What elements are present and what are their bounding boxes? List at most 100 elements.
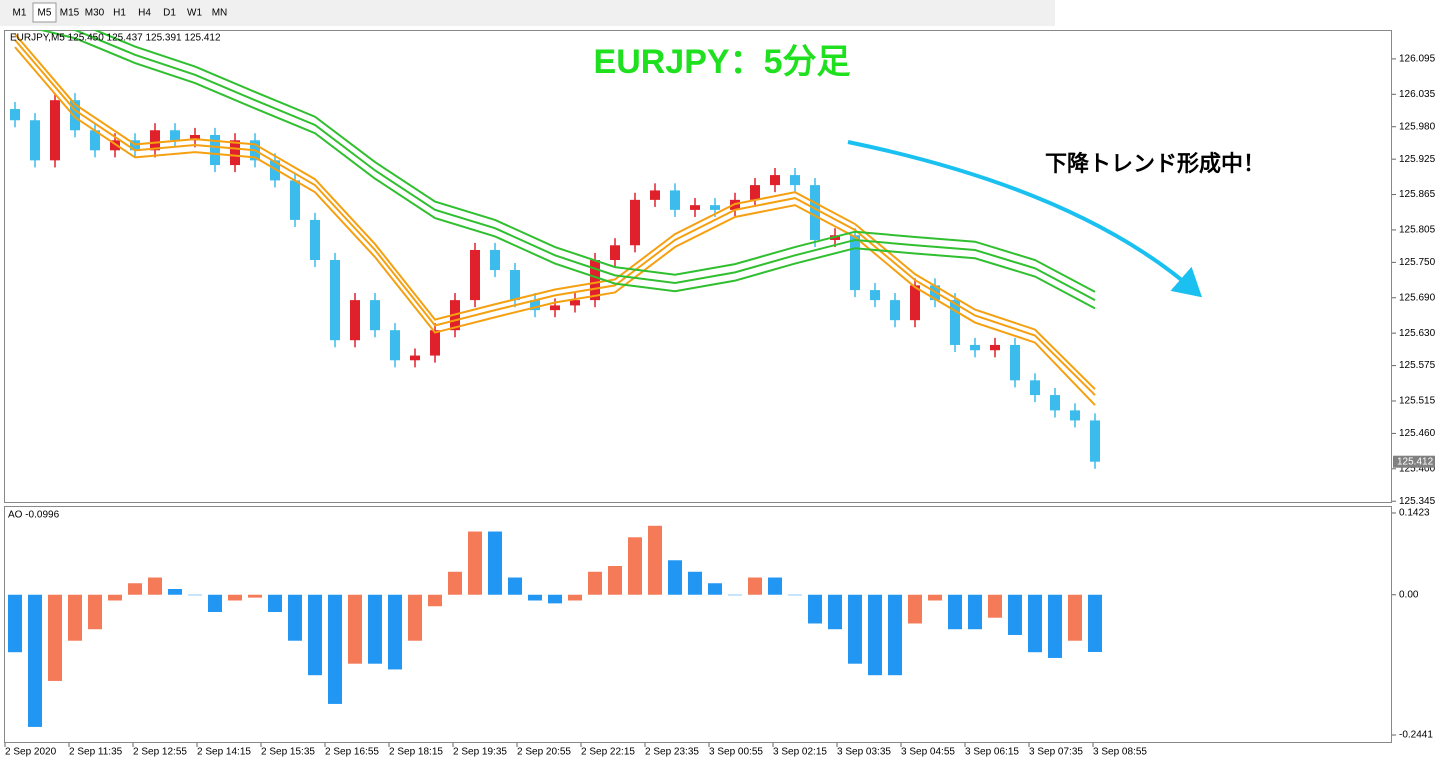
ao-bar bbox=[828, 594, 842, 630]
x-tick-label: 3 Sep 04:55 bbox=[901, 747, 955, 758]
candle-body bbox=[950, 300, 960, 345]
timeframe-label[interactable]: D1 bbox=[163, 8, 176, 19]
candle-body bbox=[570, 300, 580, 306]
candle-body bbox=[370, 300, 380, 331]
ao-bar bbox=[168, 588, 182, 595]
timeframe-button[interactable] bbox=[57, 2, 82, 23]
ao-bar bbox=[608, 566, 622, 595]
candle-body bbox=[530, 300, 540, 311]
ao-bar bbox=[968, 594, 982, 630]
ao-bar bbox=[88, 594, 102, 630]
ao-bar bbox=[228, 594, 242, 601]
candle-body bbox=[1090, 420, 1100, 462]
ao-bar bbox=[148, 577, 162, 595]
timeframe-label[interactable]: H1 bbox=[113, 8, 126, 19]
candle-body bbox=[810, 185, 820, 240]
ao-bar bbox=[748, 577, 762, 595]
x-tick-label: 2 Sep 11:35 bbox=[69, 747, 123, 758]
ao-bar bbox=[568, 594, 582, 601]
ao-bar bbox=[108, 594, 122, 601]
candle-body bbox=[750, 185, 760, 200]
plot bbox=[10, 30, 1100, 469]
y-tick-label: 125.690 bbox=[1399, 292, 1436, 303]
timeframe-label[interactable]: M15 bbox=[60, 8, 80, 19]
timeframe-label[interactable]: M1 bbox=[13, 8, 27, 19]
timeframe-button[interactable] bbox=[107, 2, 132, 23]
ao-bar bbox=[128, 583, 142, 595]
annotation: 下降トレンド形成中！ bbox=[1045, 151, 1265, 176]
timeframe-button[interactable] bbox=[132, 2, 157, 23]
timeframe-label[interactable]: H4 bbox=[138, 8, 151, 19]
x-tick-label: 2 Sep 19:35 bbox=[453, 747, 507, 758]
ao-bar bbox=[548, 594, 562, 604]
candle-body bbox=[10, 109, 20, 121]
ao-title: AO -0.0996 bbox=[8, 510, 60, 521]
y-tick-label: 125.805 bbox=[1399, 225, 1436, 236]
candle-body bbox=[210, 134, 220, 166]
candle-body bbox=[30, 120, 40, 161]
y-tick-label: 125.345 bbox=[1399, 496, 1436, 507]
x-tick-label: 3 Sep 03:35 bbox=[837, 747, 891, 758]
x-tick-label: 2 Sep 2020 bbox=[5, 747, 57, 758]
ao-bar bbox=[868, 594, 882, 676]
candle-body bbox=[150, 130, 160, 151]
y-tick-label: 125.630 bbox=[1399, 328, 1436, 339]
x-tick-label: 2 Sep 16:55 bbox=[325, 747, 379, 758]
y-tick-label: 125.865 bbox=[1399, 189, 1436, 200]
price-chart: 126.095 126.035 125.980 125.925 125.865 125.8… bbox=[10, 30, 1436, 507]
candle-body bbox=[610, 245, 620, 261]
timeframe-bar: M1 M5 M15 M30 H1 H4 D1 W1 MN bbox=[7, 2, 232, 23]
candle-body bbox=[70, 100, 80, 131]
timeframe-button[interactable] bbox=[7, 2, 32, 23]
trend-arrow bbox=[847, 140, 1203, 298]
y-tick-label: 125.575 bbox=[1399, 360, 1436, 371]
ao-bar bbox=[508, 577, 522, 595]
ao-bar bbox=[528, 594, 542, 601]
candle-body bbox=[1010, 344, 1020, 381]
ao-bar bbox=[1088, 594, 1102, 652]
candle-body bbox=[770, 175, 780, 186]
x-tick-label: 2 Sep 14:15 bbox=[197, 747, 251, 758]
ao-bar bbox=[288, 594, 302, 641]
ao-bar bbox=[248, 594, 262, 598]
y-tick-label: 125.515 bbox=[1399, 396, 1436, 407]
timeframe-label[interactable]: W1 bbox=[187, 8, 202, 19]
ao-bar bbox=[768, 577, 782, 595]
candle-body bbox=[1050, 395, 1060, 411]
y-tick-label: 125.750 bbox=[1399, 257, 1436, 268]
ao-bar bbox=[588, 571, 602, 595]
ao-bar bbox=[68, 594, 82, 641]
ao-bar bbox=[348, 594, 362, 664]
timeframe-label[interactable]: M30 bbox=[85, 8, 105, 19]
ao-bar bbox=[708, 583, 722, 595]
candle-body bbox=[90, 130, 100, 151]
timeframe-button[interactable] bbox=[207, 2, 232, 23]
candle-body bbox=[970, 344, 980, 351]
ao-bar bbox=[1068, 594, 1082, 641]
candle-body bbox=[350, 300, 360, 341]
y-tick-label: 125.460 bbox=[1399, 428, 1436, 439]
timeframe-label[interactable]: M5 bbox=[38, 8, 52, 19]
ao-bar bbox=[888, 594, 902, 676]
moving-average bbox=[14, 33, 1096, 390]
x-tick-label: 2 Sep 12:55 bbox=[133, 747, 187, 758]
timeframe-button[interactable] bbox=[182, 2, 207, 23]
ao-bar bbox=[668, 560, 682, 595]
x-tick-label: 2 Sep 18:15 bbox=[389, 747, 443, 758]
x-tick-label: 2 Sep 23:35 bbox=[645, 747, 699, 758]
last-price-box bbox=[1393, 455, 1435, 468]
timeframe-button[interactable] bbox=[157, 2, 182, 23]
ao-bar bbox=[1048, 594, 1062, 658]
ao-bar bbox=[8, 594, 22, 653]
ao-bar bbox=[1028, 594, 1042, 653]
timeframe-button[interactable] bbox=[82, 2, 107, 23]
candle-body bbox=[310, 219, 320, 261]
y-tick-label: 0.00 bbox=[1399, 589, 1419, 600]
ao-bar bbox=[488, 531, 502, 595]
x-tick-label: 3 Sep 02:15 bbox=[773, 747, 827, 758]
x-tick-label: 3 Sep 00:55 bbox=[709, 747, 763, 758]
ao-bar bbox=[28, 594, 42, 727]
timeframe-label[interactable]: MN bbox=[212, 8, 228, 19]
timeframe-button[interactable] bbox=[32, 2, 57, 23]
